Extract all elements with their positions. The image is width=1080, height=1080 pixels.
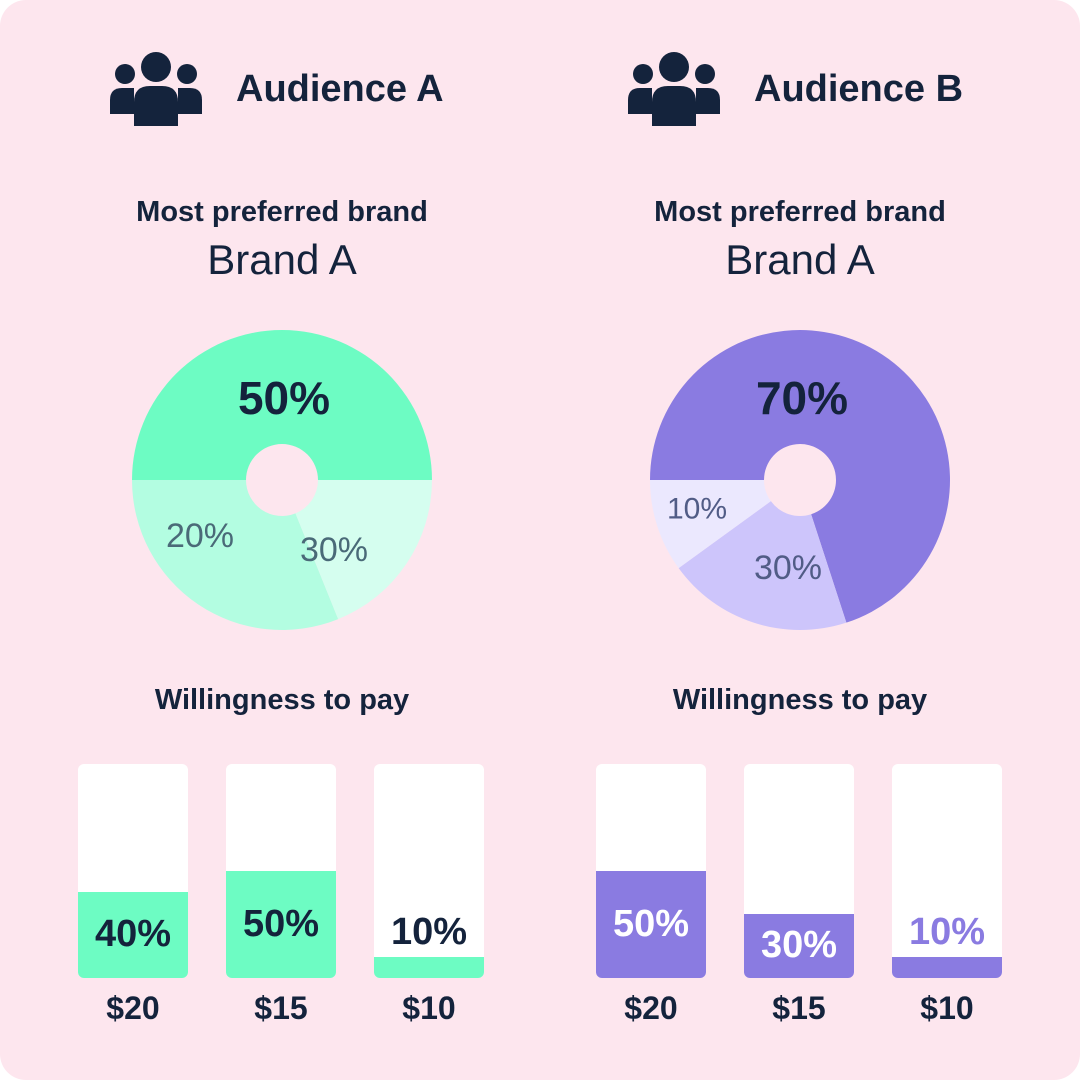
audience-b-preferred-label: Most preferred brand [654, 196, 946, 228]
audience-b-bar-value-1: 30% [760, 924, 838, 966]
audience-a-slice-label-1: 30% [300, 531, 368, 569]
audience-b-bar-value-2: 10% [908, 911, 986, 953]
audience-b-panel: Audience B Most preferred brand Brand A … [540, 0, 1080, 1080]
audience-a-slice-1 [132, 480, 339, 631]
audience-a-bar-2: 10% [374, 764, 484, 978]
audience-a-panel: Audience A Most preferred brand Brand A … [22, 0, 562, 1080]
audience-b-bar-0: 50% [596, 764, 706, 978]
audience-a-preferred-brand: Brand A [207, 236, 357, 283]
audience-b-wtp-label: Willingness to pay [672, 684, 928, 716]
audience-a-bar-1: 50% [226, 764, 336, 978]
audience-a-preferred-label: Most preferred brand [136, 196, 428, 228]
audience-b-bar-category-2: $10 [920, 990, 974, 1026]
audience-a-slice-2 [295, 480, 432, 620]
audience-a-slice-0 [132, 330, 432, 480]
audience-a-bar-0: 40% [78, 764, 188, 978]
audience-b-bar-2: 10% [892, 764, 1002, 978]
audience-b-bar-1: 30% [744, 764, 854, 978]
audience-a-title: Audience A [236, 68, 444, 110]
audience-a-donut-chart: 50% 30% 20% [132, 330, 432, 631]
audience-a-bar-category-2: $10 [402, 990, 456, 1026]
audience-a-header: Audience A [110, 48, 530, 132]
audience-a-slice-label-2: 20% [166, 517, 234, 555]
audience-b-donut-chart: 70% 30% 10% [650, 329, 950, 630]
audience-a-slice-label-0: 50% [238, 372, 330, 424]
audience-b-slice-label-2: 10% [667, 493, 727, 526]
audience-b-slice-2 [650, 480, 771, 569]
audience-b-bar-fill-0 [596, 871, 706, 978]
audience-b-bar-fill-2 [892, 957, 1002, 978]
audience-b-bar-category-0: $20 [624, 990, 678, 1026]
audience-b-slice-label-1: 30% [754, 549, 822, 587]
audience-a-wtp-label: Willingness to pay [154, 684, 410, 716]
audience-b-header: Audience B [628, 48, 1048, 132]
audience-b-bar-value-0: 50% [612, 902, 690, 945]
audience-b-bar-category-1: $15 [772, 990, 826, 1026]
audience-b-bar-fill-1 [744, 914, 854, 978]
audience-a-bar-fill-2 [374, 957, 484, 978]
audience-a-bar-value-1: 50% [242, 902, 320, 945]
audience-b-slice-label-0: 70% [756, 372, 848, 424]
audience-b-preferred-brand: Brand A [725, 236, 875, 283]
audience-a-bar-value-0: 40% [94, 913, 172, 955]
audience-b-title: Audience B [754, 68, 964, 110]
audience-a-bar-value-2: 10% [390, 911, 468, 953]
audience-a-bar-category-1: $15 [254, 990, 308, 1026]
audience-b-slice-1 [678, 501, 847, 630]
people-group-icon [628, 52, 720, 126]
audience-a-bar-category-0: $20 [106, 990, 160, 1026]
people-group-icon [110, 52, 202, 126]
audience-b-slice-0 [650, 329, 950, 623]
audience-a-bar-fill-1 [226, 871, 336, 978]
audience-a-bar-fill-0 [78, 892, 188, 978]
